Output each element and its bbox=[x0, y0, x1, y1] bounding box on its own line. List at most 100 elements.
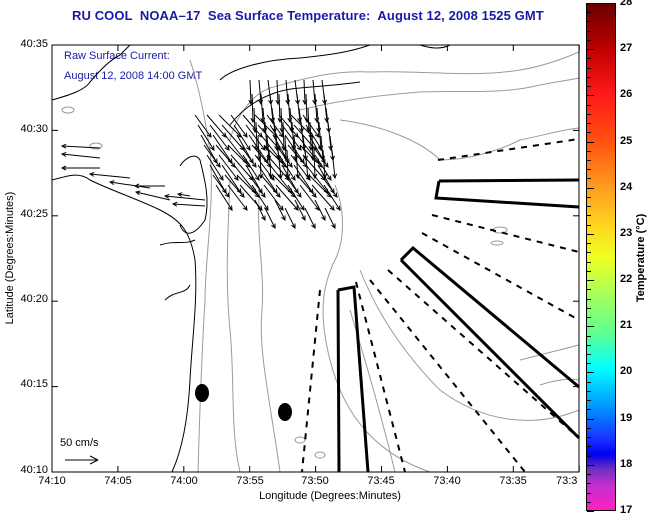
colorbar-tick bbox=[587, 132, 591, 134]
current-vector bbox=[294, 199, 306, 221]
colorbar-tick bbox=[587, 353, 591, 355]
current-vector bbox=[266, 135, 272, 162]
x-tick-label: 74:05 bbox=[104, 475, 132, 487]
colorbar-tick-label: 18 bbox=[620, 457, 633, 470]
current-vector bbox=[224, 174, 245, 198]
map-title: RU COOL NOAA–17 Sea Surface Temperature:… bbox=[72, 8, 544, 23]
colorbar-tick bbox=[587, 492, 591, 494]
colorbar-tick bbox=[587, 215, 591, 217]
current-vector bbox=[290, 154, 311, 181]
current-vector bbox=[262, 107, 268, 134]
temperature-colorbar bbox=[586, 3, 616, 511]
coastline bbox=[51, 44, 451, 473]
colorbar-tick bbox=[587, 418, 594, 420]
current-vector bbox=[293, 135, 299, 162]
current-vector bbox=[320, 174, 338, 198]
current-vector bbox=[134, 190, 171, 201]
colorbar-tick bbox=[587, 280, 594, 282]
x-tick-label: 74:10 bbox=[38, 475, 66, 487]
colorbar-tick bbox=[587, 363, 591, 365]
colorbar-tick bbox=[587, 326, 594, 328]
y-tick-label: 40:25 bbox=[20, 208, 48, 220]
current-vector bbox=[260, 174, 281, 198]
current-vector bbox=[233, 124, 251, 151]
current-vector bbox=[278, 154, 296, 181]
current-vector bbox=[263, 184, 284, 211]
y-tick-label: 40:35 bbox=[20, 38, 48, 50]
current-vector bbox=[269, 93, 276, 124]
current-vector bbox=[212, 174, 230, 198]
colorbar-tick bbox=[587, 58, 591, 60]
plot-frame bbox=[51, 44, 580, 473]
colorbar-tick bbox=[587, 307, 591, 309]
current-vector bbox=[323, 184, 341, 211]
colorbar-tick bbox=[587, 76, 591, 78]
bathymetry-contours bbox=[61, 51, 580, 473]
colorbar-tick bbox=[587, 150, 591, 152]
colorbar-tick bbox=[587, 233, 594, 235]
y-tick-label: 40:20 bbox=[20, 293, 48, 305]
colorbar-tick bbox=[587, 86, 591, 88]
current-vector bbox=[302, 114, 320, 138]
current-vector bbox=[133, 183, 165, 189]
colorbar-tick bbox=[587, 289, 591, 291]
current-vector bbox=[284, 207, 296, 229]
colorbar-tick bbox=[587, 252, 591, 254]
colorbar-tick bbox=[587, 446, 591, 448]
current-vector bbox=[269, 124, 287, 151]
current-vector bbox=[304, 207, 316, 229]
colorbar-tick bbox=[587, 12, 591, 14]
station-marker bbox=[195, 384, 209, 402]
current-vector bbox=[311, 144, 329, 168]
x-tick-label: 73:35 bbox=[499, 475, 527, 487]
colorbar-tick-label: 27 bbox=[620, 42, 633, 55]
colorbar-tick bbox=[587, 372, 594, 374]
x-tick-label: 73:45 bbox=[367, 475, 395, 487]
colorbar-tick bbox=[587, 67, 591, 69]
current-vector bbox=[314, 199, 326, 221]
colorbar-tick bbox=[587, 196, 591, 198]
colorbar-tick bbox=[587, 437, 591, 439]
colorbar-title: Temperature (°C) bbox=[635, 213, 647, 303]
current-vector bbox=[245, 124, 266, 151]
current-vector bbox=[296, 93, 303, 124]
current-vector bbox=[171, 201, 206, 207]
colorbar-tick bbox=[587, 483, 591, 485]
current-vector bbox=[176, 192, 191, 198]
current-vector bbox=[197, 124, 215, 151]
current-vector bbox=[264, 207, 276, 229]
x-tick-label: 73:3 bbox=[556, 475, 578, 487]
current-vector bbox=[312, 79, 318, 106]
current-vector bbox=[108, 180, 151, 189]
current-vector bbox=[206, 154, 224, 181]
colorbar-tick-label: 20 bbox=[620, 365, 633, 378]
colorbar-tick-label: 19 bbox=[620, 411, 633, 424]
current-vector bbox=[194, 114, 212, 138]
current-vector bbox=[277, 149, 284, 180]
station-marker bbox=[278, 403, 292, 421]
x-tick-label: 73:40 bbox=[433, 475, 461, 487]
colorbar-tick bbox=[587, 3, 594, 4]
colorbar-tick-label: 24 bbox=[620, 180, 633, 193]
colorbar-tick bbox=[587, 501, 591, 503]
current-vector bbox=[163, 193, 206, 201]
current-vector bbox=[209, 124, 230, 151]
colorbar-tick bbox=[587, 474, 591, 476]
colorbar-tick-label: 25 bbox=[620, 134, 633, 147]
colorbar-tick bbox=[587, 169, 591, 171]
colorbar-tick-label: 26 bbox=[620, 88, 633, 101]
colorbar-tick bbox=[587, 39, 591, 41]
scale-arrow bbox=[65, 455, 99, 465]
colorbar-tick bbox=[587, 113, 591, 115]
colorbar-tick bbox=[587, 141, 594, 143]
surface-current-vectors bbox=[60, 79, 341, 229]
colorbar-tick bbox=[587, 464, 594, 466]
y-tick-label: 40:30 bbox=[20, 123, 48, 135]
colorbar-tick bbox=[587, 21, 591, 23]
axis-ticks bbox=[51, 44, 580, 473]
colorbar-tick bbox=[587, 95, 594, 97]
current-label: Raw Surface Current: bbox=[64, 50, 170, 62]
current-vector bbox=[285, 79, 291, 106]
current-vector bbox=[239, 144, 257, 168]
